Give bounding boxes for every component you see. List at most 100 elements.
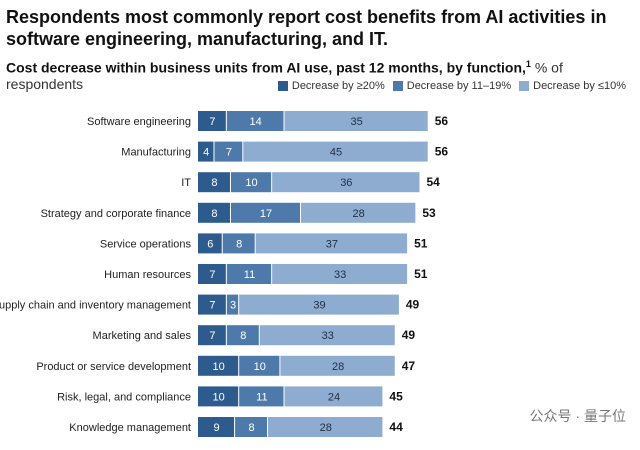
data-label: 6 <box>207 238 213 250</box>
bar-segment <box>255 233 408 254</box>
bar-segment <box>198 111 226 131</box>
data-label: 36 <box>340 177 352 189</box>
data-label: 7 <box>209 330 215 342</box>
bar-segment <box>226 111 284 131</box>
data-label: 10 <box>245 177 257 189</box>
data-label: 33 <box>322 330 334 342</box>
legend-label: Decrease by ≥20% <box>291 80 385 92</box>
total-label: 53 <box>422 206 436 220</box>
bar-segment <box>198 325 226 346</box>
bar-segment <box>222 233 255 254</box>
data-label: 8 <box>236 238 242 250</box>
category-label: Manufacturing <box>121 147 191 159</box>
legend-swatch <box>392 81 403 91</box>
bar-segment <box>284 386 383 407</box>
total-label: 56 <box>435 145 449 159</box>
data-label: 28 <box>320 422 332 434</box>
data-label: 10 <box>212 361 224 373</box>
data-label: 33 <box>334 269 346 281</box>
legend-swatch <box>519 81 530 91</box>
data-label: 3 <box>230 300 236 312</box>
total-label: 51 <box>414 236 428 250</box>
bar-segment <box>272 172 420 193</box>
category-label: Human resources <box>104 269 191 281</box>
category-label: Knowledge management <box>69 422 191 434</box>
bar-segment <box>198 386 239 407</box>
bar-segment <box>198 233 222 254</box>
legend-item: Decrease by ≤10% <box>519 80 626 92</box>
total-label: 47 <box>402 359 416 373</box>
data-label: 45 <box>330 147 342 159</box>
total-label: 49 <box>406 298 420 312</box>
data-label: 37 <box>326 238 338 250</box>
legend-label: Decrease by ≤10% <box>533 80 626 92</box>
data-label: 35 <box>350 116 362 128</box>
data-label: 11 <box>256 391 267 403</box>
data-label: 11 <box>244 269 255 281</box>
category-label: IT <box>181 177 191 189</box>
watermark: 公众号 · 量子位 <box>529 408 626 424</box>
total-label: 44 <box>389 420 403 434</box>
bar-segment <box>239 294 399 315</box>
legend-item: Decrease by ≥20% <box>277 80 385 92</box>
category-label: Risk, legal, and compliance <box>57 391 191 403</box>
bar-segment <box>214 141 243 162</box>
bar-segment <box>268 417 383 437</box>
legend: Decrease by ≥20% Decrease by 11–19% Decr… <box>277 80 626 92</box>
subtitle-text: Cost decrease within business units from… <box>6 59 526 76</box>
bar-segment <box>239 386 284 407</box>
data-label: 28 <box>353 208 365 220</box>
category-label: Strategy and corporate finance <box>41 208 191 220</box>
data-label: 8 <box>211 177 217 189</box>
bar-segment <box>230 172 272 193</box>
total-label: 54 <box>426 175 440 189</box>
data-label: 10 <box>212 391 224 403</box>
total-label: 56 <box>435 114 449 128</box>
data-label: 7 <box>209 269 215 281</box>
bar-segment <box>198 172 230 193</box>
bar-segment <box>198 294 226 315</box>
data-label: 7 <box>226 147 232 159</box>
bar-segment <box>259 325 395 346</box>
data-label: 8 <box>248 422 254 434</box>
category-label: Marketing and sales <box>93 330 192 342</box>
total-label: 49 <box>402 328 416 342</box>
total-label: 51 <box>414 267 428 281</box>
chart-title: Respondents most commonly report cost be… <box>6 7 607 49</box>
legend-swatch <box>277 81 288 91</box>
bar-segment <box>198 202 230 223</box>
data-label: 28 <box>332 361 344 373</box>
bar-segment <box>280 355 395 376</box>
bar-segment <box>226 325 259 346</box>
data-label: 8 <box>211 208 217 220</box>
data-label: 8 <box>240 330 246 342</box>
bar-segment <box>235 417 268 437</box>
data-label: 24 <box>328 391 340 403</box>
bar-segment <box>284 111 428 131</box>
bar-segment <box>301 202 416 223</box>
bar-segment <box>230 202 300 223</box>
bar-segment <box>239 355 280 376</box>
bar-segment <box>198 417 235 437</box>
bar-segment <box>226 294 239 315</box>
data-label: 9 <box>213 422 219 434</box>
data-label: 17 <box>260 208 272 220</box>
data-label: 7 <box>209 116 215 128</box>
bar-segment <box>226 264 272 284</box>
bar-segment <box>198 141 214 162</box>
category-label: Supply chain and inventory management <box>0 300 191 312</box>
footnote-mark: 1 <box>525 59 531 69</box>
bar-segment <box>243 141 428 162</box>
bar-segment <box>198 355 239 376</box>
category-label: Software engineering <box>87 116 191 128</box>
data-label: 39 <box>313 300 325 312</box>
category-label: Service operations <box>100 238 192 250</box>
data-label: 10 <box>254 361 266 373</box>
unit-label: % of respondents <box>6 59 563 92</box>
chart-subtitle: Cost decrease within business units from… <box>6 59 640 92</box>
total-label: 45 <box>389 389 403 403</box>
data-label: 4 <box>203 147 209 159</box>
bar-segment <box>272 264 408 284</box>
legend-label: Decrease by 11–19% <box>406 80 512 92</box>
